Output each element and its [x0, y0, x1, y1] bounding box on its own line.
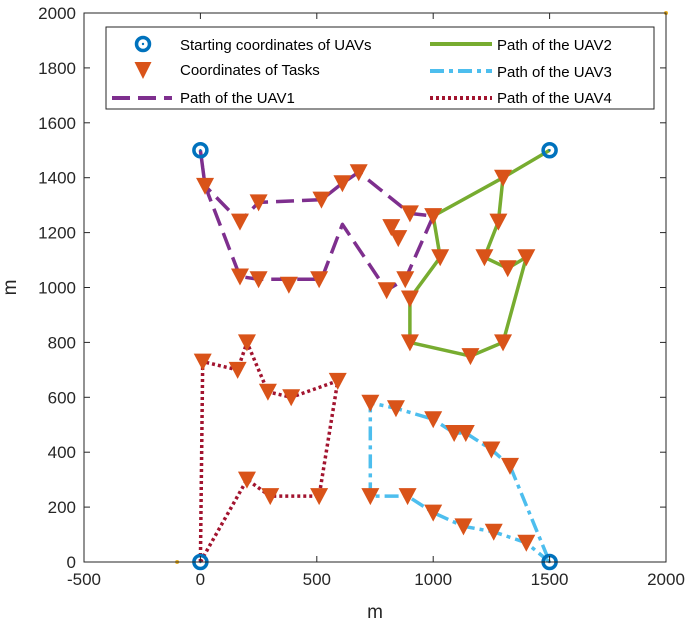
y-tick-label-7: 1400 — [38, 169, 76, 188]
legend-start-marker-outer — [134, 35, 152, 53]
y-tick-label-0: 0 — [67, 553, 76, 572]
task-point-14 — [310, 271, 329, 289]
legend: Starting coordinates of UAVs Coordinates… — [105, 26, 655, 110]
task-point-6 — [400, 205, 419, 223]
legend-label-uav1: Path of the UAV1 — [180, 90, 295, 107]
task-point-16 — [494, 169, 513, 187]
y-tick-label-9: 1800 — [38, 59, 76, 78]
y-tick-label-2: 400 — [48, 443, 76, 462]
task-point-12 — [249, 271, 268, 289]
x-tick-label-5: 2000 — [647, 570, 685, 589]
task-point-13 — [279, 276, 298, 294]
task-point-41 — [237, 334, 256, 352]
task-point-35 — [424, 504, 443, 522]
task-point-45 — [237, 471, 256, 489]
x-tick-label-0: -500 — [67, 570, 101, 589]
ticks-layer: -500 0 500 1000 1500 200002004006008001000120… — [38, 4, 685, 589]
task-point-31 — [482, 441, 501, 459]
task-point-9 — [396, 271, 415, 289]
task-point-3 — [312, 191, 331, 209]
task-point-42 — [258, 383, 277, 401]
y-tick-label-5: 1000 — [38, 279, 76, 298]
legend-label-uav4: Path of the UAV4 — [497, 90, 612, 107]
task-point-29 — [445, 424, 464, 442]
task-point-19 — [498, 260, 517, 278]
start-point-center-0 — [199, 149, 202, 152]
task-point-2 — [249, 194, 268, 212]
x-axis-title: m — [367, 602, 383, 623]
task-point-37 — [484, 523, 503, 541]
task-point-30 — [456, 424, 475, 442]
y-axis-title: m — [0, 280, 21, 296]
legend-label-uav2: Path of the UAV2 — [497, 37, 612, 54]
y-tick-label-6: 1200 — [38, 224, 76, 243]
path-uav1 — [198, 150, 435, 292]
task-point-1 — [230, 213, 249, 231]
task-point-43 — [282, 389, 301, 407]
legend-task-marker — [134, 62, 152, 79]
path-uav2 — [408, 148, 551, 358]
task-point-28 — [424, 411, 443, 429]
legend-label-start: Starting coordinates of UAVs — [180, 37, 371, 54]
task-point-25 — [494, 334, 513, 352]
start-point-center-1 — [548, 149, 551, 152]
task-point-39 — [193, 353, 212, 371]
task-point-33 — [361, 488, 380, 506]
task-point-21 — [431, 249, 450, 267]
y-tick-label-10: 2000 — [38, 4, 76, 23]
task-point-7 — [389, 230, 408, 248]
x-tick-label-2: 500 — [303, 570, 331, 589]
task-point-5 — [349, 164, 368, 182]
task-point-20 — [517, 249, 536, 267]
task-point-34 — [398, 488, 417, 506]
start-point-1 — [541, 142, 558, 159]
task-point-8 — [382, 219, 401, 237]
task-point-44 — [328, 372, 347, 390]
legend-start-marker-inner — [141, 42, 145, 46]
x-tick-label-1: 0 — [196, 570, 205, 589]
task-point-47 — [310, 488, 329, 506]
legend-box — [105, 26, 655, 110]
legend-label-uav3: Path of the UAV3 — [497, 64, 612, 81]
tasks-layer — [193, 164, 536, 552]
task-point-26 — [361, 394, 380, 412]
task-point-27 — [386, 400, 405, 418]
task-point-36 — [454, 518, 473, 536]
y-tick-label-3: 600 — [48, 388, 76, 407]
task-point-23 — [400, 334, 419, 352]
task-point-46 — [261, 488, 280, 506]
task-point-15 — [424, 208, 443, 226]
task-point-32 — [501, 457, 520, 475]
start-point-0 — [192, 142, 209, 159]
task-point-24 — [461, 348, 480, 366]
task-point-22 — [400, 290, 419, 308]
task-point-4 — [333, 175, 352, 193]
task-point-18 — [475, 249, 494, 267]
x-tick-label-4: 1500 — [531, 570, 569, 589]
x-tick-label-3: 1000 — [414, 570, 452, 589]
task-point-0 — [196, 177, 215, 195]
task-point-40 — [228, 361, 247, 379]
y-tick-label-1: 200 — [48, 498, 76, 517]
task-point-38 — [517, 534, 536, 552]
y-tick-label-8: 1600 — [38, 114, 76, 133]
y-tick-label-4: 800 — [48, 333, 76, 352]
task-point-11 — [230, 268, 249, 286]
legend-label-tasks: Coordinates of Tasks — [180, 62, 320, 79]
task-point-17 — [489, 213, 508, 231]
task-point-10 — [377, 282, 396, 300]
